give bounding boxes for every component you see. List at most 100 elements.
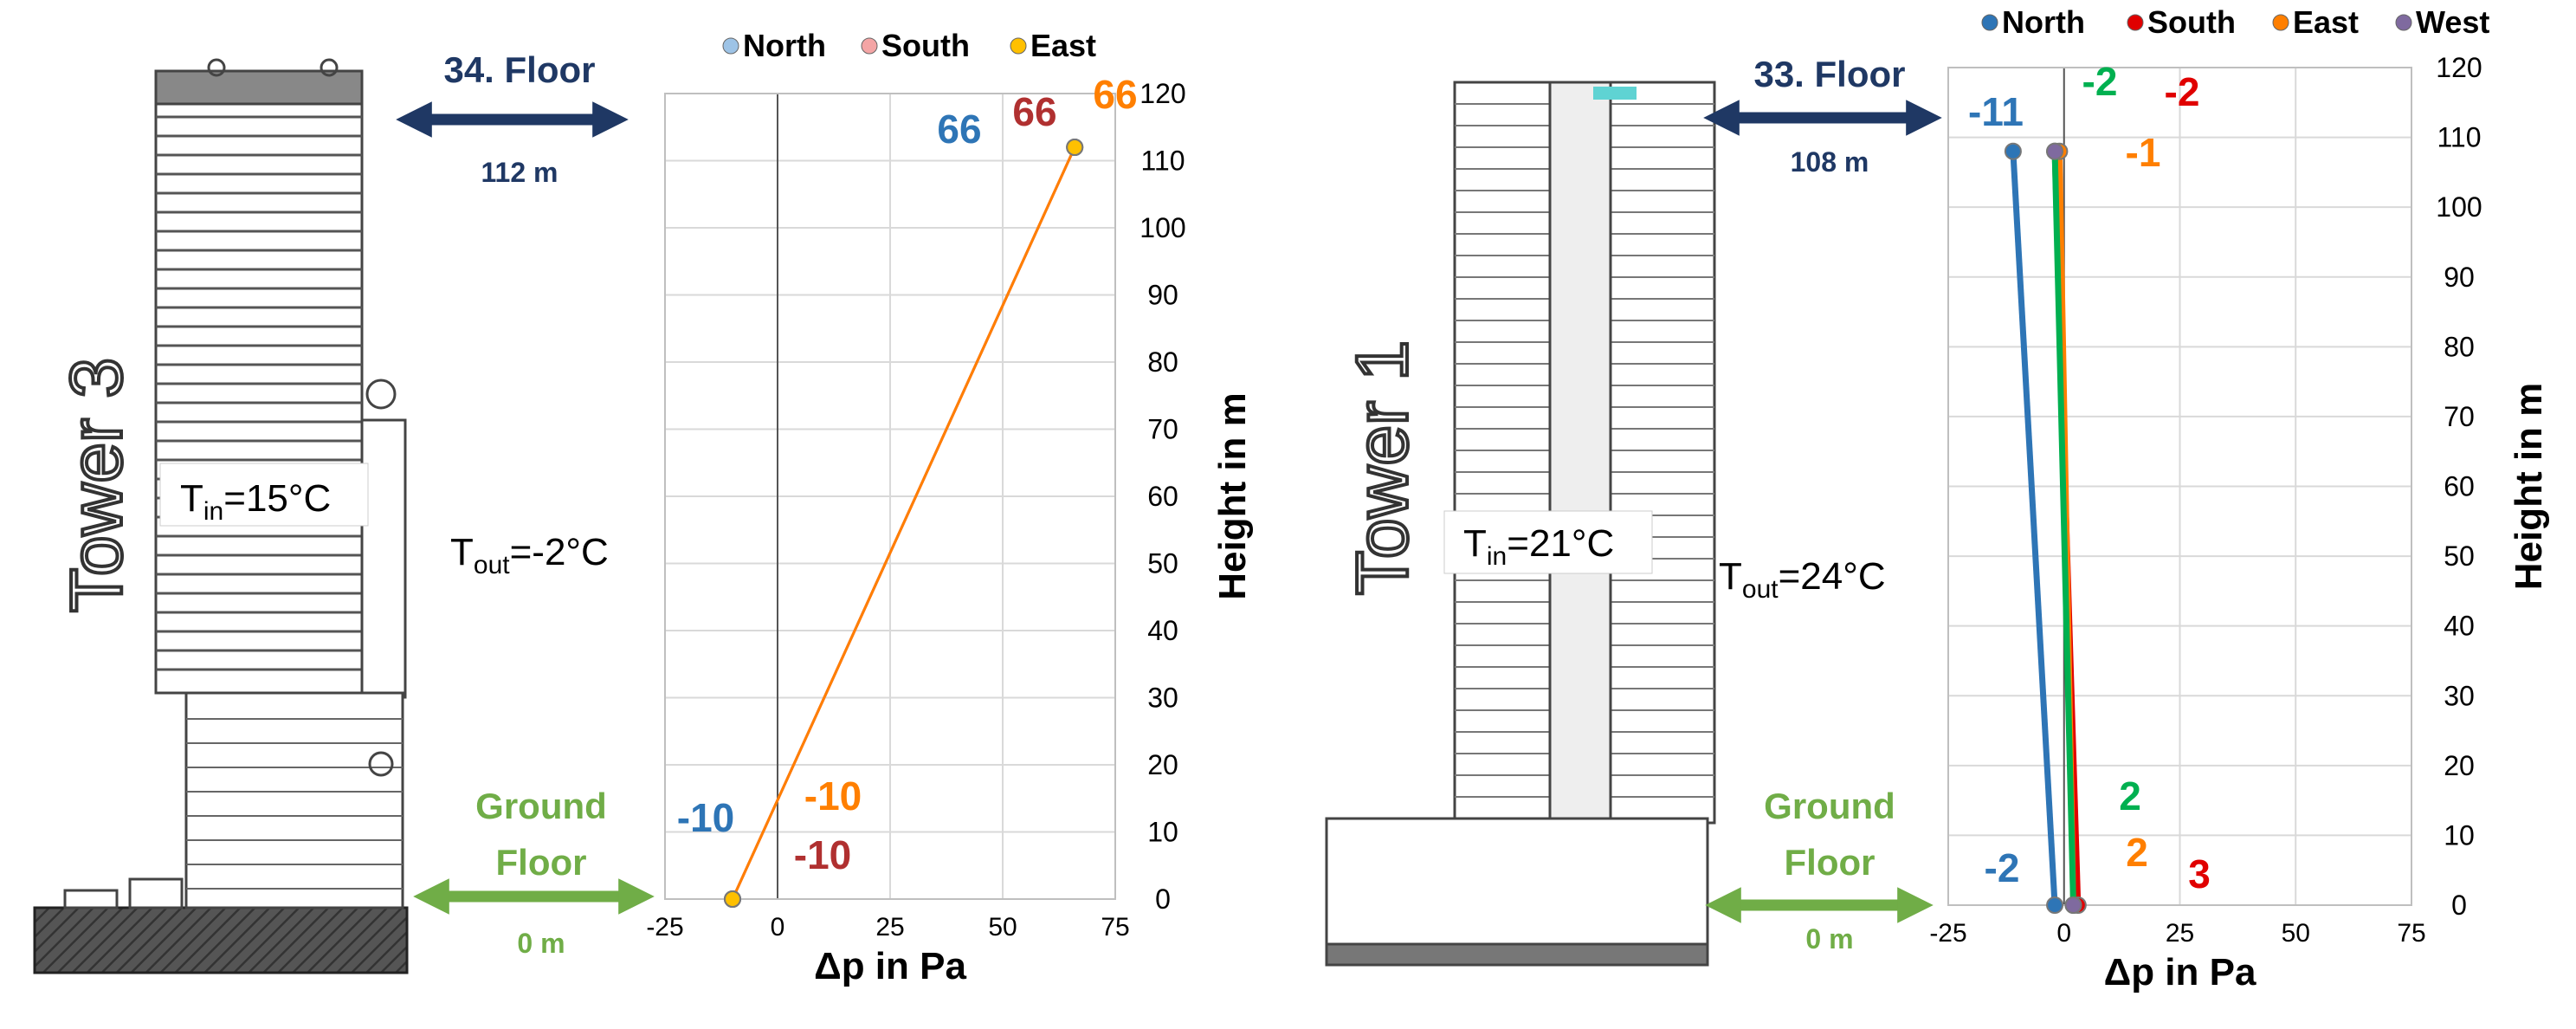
data-label: 2 xyxy=(2119,773,2141,819)
tower-3-side-wing xyxy=(360,418,407,699)
y-tick-label: 90 xyxy=(1147,280,1178,311)
y-tick-label: 40 xyxy=(2444,611,2475,642)
series-line xyxy=(731,146,1076,900)
data-point xyxy=(2046,896,2064,914)
x-tick-label: 50 xyxy=(2282,919,2310,948)
y-tick-label: 90 xyxy=(2444,262,2475,293)
data-label: 66 xyxy=(1093,72,1137,117)
legend-marker xyxy=(2395,14,2412,31)
y-tick-label: 20 xyxy=(2444,750,2475,781)
tower-3-floor-lines xyxy=(156,115,362,671)
top-floor-label: 34. Floor xyxy=(443,49,595,90)
x-axis-title: Δp in Pa xyxy=(814,945,966,987)
x-tick-label: 25 xyxy=(2166,919,2194,948)
y-tick-label: 80 xyxy=(2444,331,2475,362)
y-tick-label: 60 xyxy=(1147,481,1178,512)
y-tick-label: 80 xyxy=(1147,346,1178,378)
y-axis-title: Height in m xyxy=(1211,392,1254,600)
ground-label-line2: Floor xyxy=(496,842,587,883)
legend-marker xyxy=(2272,14,2289,31)
tree-icon xyxy=(365,379,397,410)
x-tick-label: 25 xyxy=(875,913,904,942)
plot-frame xyxy=(1947,67,2412,906)
y-tick-label: 30 xyxy=(1147,683,1178,714)
t-in-box xyxy=(1443,510,1653,574)
top-floor-height: 108 m xyxy=(1791,146,1869,178)
y-tick-label: 50 xyxy=(2444,540,2475,572)
x-tick-label: 75 xyxy=(2397,919,2425,948)
y-tick-label: 120 xyxy=(1140,78,1185,109)
y-tick-label: 100 xyxy=(1140,212,1185,243)
y-tick-label: 70 xyxy=(2444,401,2475,432)
top-floor-height: 112 m xyxy=(481,157,558,188)
entrance-block xyxy=(128,877,184,909)
y-tick-label: 20 xyxy=(1147,749,1178,780)
right-panel: Tower 1 Tin=21°C Tout=24°C 33. Floor 108… xyxy=(1325,4,2550,993)
x-tick-label: -25 xyxy=(1929,919,1966,948)
left-panel: Tower 3 Tin=15°C Tout=-2°C 34. Floor 112… xyxy=(33,28,1254,987)
legend-item: East xyxy=(2293,4,2359,40)
t-in-label: Tin=21°C xyxy=(1463,522,1614,571)
tower-label: Tower 3 xyxy=(55,358,137,612)
entrance-block xyxy=(63,889,119,909)
data-label: -2 xyxy=(2165,69,2200,114)
y-tick-label: 110 xyxy=(2437,122,2481,153)
y-tick-label: 30 xyxy=(2444,680,2475,711)
y-tick-label: 0 xyxy=(2451,890,2467,921)
data-label: -2 xyxy=(2082,59,2118,104)
tower-3-lower-floor-lines xyxy=(186,718,403,890)
y-tick-label: 10 xyxy=(1147,817,1178,848)
ground-label-line2: Floor xyxy=(1785,842,1876,883)
t-out-label: Tout=-2°C xyxy=(450,531,609,579)
y-tick-label: 40 xyxy=(1147,615,1178,646)
series-line xyxy=(2051,151,2076,906)
tower-1-roof-pool xyxy=(1593,87,1637,100)
legend-marker xyxy=(1981,14,1998,31)
y-tick-label: 10 xyxy=(2444,819,2475,851)
tree-icon xyxy=(368,751,394,777)
y-tick-label: 100 xyxy=(2436,191,2482,223)
data-label: -11 xyxy=(1968,89,2024,134)
y-tick-label: 60 xyxy=(2444,471,2475,502)
t-in-box xyxy=(159,463,369,527)
chart-tower-1: 0 10 20 30 40 50 60 70 80 90 100 110 120 -25 0 25 50 75 Δp… xyxy=(1929,4,2550,993)
legend-item: East xyxy=(1030,28,1096,63)
t-out-label: Tout=24°C xyxy=(1719,555,1886,604)
tower-1-podium xyxy=(1325,817,1709,946)
legend-item: South xyxy=(881,28,970,63)
data-point xyxy=(2004,142,2022,160)
tower-3-drawing xyxy=(33,58,409,974)
y-tick-label: 120 xyxy=(2436,52,2482,83)
legend-item: South xyxy=(2147,4,2236,40)
plot-frame xyxy=(664,93,1116,900)
tree-icon xyxy=(320,58,339,77)
data-label: -10 xyxy=(677,795,734,840)
data-point xyxy=(2064,896,2082,914)
x-tick-label: 50 xyxy=(988,913,1017,942)
legend-marker xyxy=(1010,37,1027,55)
y-tick-label: 110 xyxy=(1140,146,1185,177)
x-tick-label: -25 xyxy=(646,913,683,942)
data-label: 2 xyxy=(2126,830,2148,875)
tower-label: Tower 1 xyxy=(1341,340,1423,595)
data-point xyxy=(1066,139,1084,156)
ground-height: 0 m xyxy=(517,928,565,959)
ground-height: 0 m xyxy=(1805,923,1853,955)
tower-3-basement xyxy=(33,906,409,974)
legend-marker xyxy=(2127,14,2144,31)
data-label: 66 xyxy=(937,107,981,152)
data-point xyxy=(724,890,741,908)
data-label: 66 xyxy=(1012,89,1056,134)
legend-item: North xyxy=(743,28,826,63)
data-label: -2 xyxy=(1985,845,2020,890)
data-label: -10 xyxy=(804,773,862,819)
legend-marker xyxy=(722,37,739,55)
tower-3-lower-block xyxy=(184,691,404,909)
x-tick-label: 0 xyxy=(771,913,785,942)
y-tick-label: 70 xyxy=(1147,414,1178,445)
ground-label-line1: Ground xyxy=(475,786,607,826)
ground-label-line1: Ground xyxy=(1764,786,1895,826)
data-label: -10 xyxy=(794,832,851,877)
t-in-label: Tin=15°C xyxy=(180,477,331,526)
